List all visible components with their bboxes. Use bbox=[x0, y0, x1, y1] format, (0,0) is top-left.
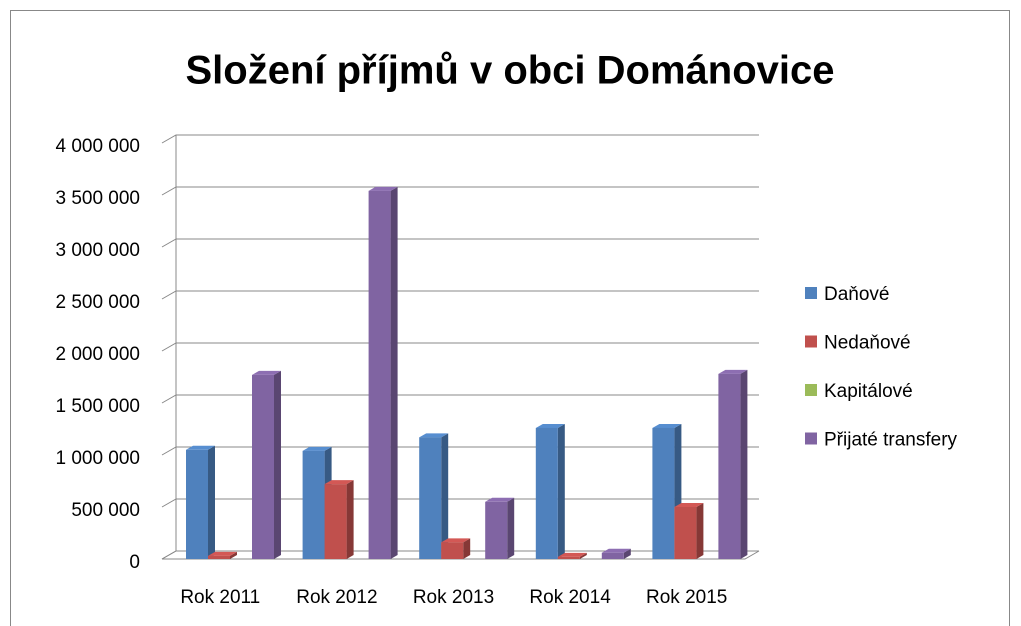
x-tick-label: Rok 2012 bbox=[296, 587, 377, 608]
x-tick-label: Rok 2014 bbox=[529, 587, 611, 608]
legend-label: Daňové bbox=[824, 284, 890, 305]
bar-top bbox=[674, 503, 704, 507]
bar-side bbox=[507, 497, 515, 559]
grid-line bbox=[161, 394, 759, 404]
y-tick-label: 1 500 000 bbox=[55, 396, 140, 417]
legend-swatch bbox=[805, 384, 817, 396]
y-tick-label: 1 000 000 bbox=[55, 448, 140, 469]
bar-side bbox=[623, 548, 631, 559]
bar-side bbox=[390, 186, 398, 559]
bar-top bbox=[441, 538, 471, 543]
bar-side bbox=[463, 538, 471, 559]
x-tick-label: Rok 2011 bbox=[180, 587, 260, 608]
bar bbox=[419, 437, 442, 559]
bar bbox=[485, 501, 508, 559]
bar bbox=[441, 542, 464, 559]
y-tick-label: 0 bbox=[129, 552, 140, 573]
legend-swatch bbox=[805, 335, 817, 348]
bar-side bbox=[740, 369, 748, 559]
grid-line bbox=[161, 134, 759, 144]
bar-side bbox=[696, 503, 704, 559]
bar-side bbox=[346, 480, 354, 559]
bar-top bbox=[485, 497, 515, 502]
bar-top bbox=[601, 548, 631, 553]
bar-top bbox=[252, 370, 281, 375]
grid-line bbox=[161, 290, 759, 300]
bar bbox=[601, 552, 624, 559]
bar-top bbox=[652, 423, 682, 428]
bar bbox=[252, 374, 274, 559]
chart-title: Složení příjmů v obci Dománovice bbox=[185, 49, 834, 93]
bar-top bbox=[302, 446, 332, 451]
bar bbox=[652, 427, 675, 559]
bar bbox=[324, 484, 347, 559]
bar-top bbox=[208, 551, 237, 556]
legend-label: Přijaté transfery bbox=[824, 430, 958, 451]
y-tick-label: 4 000 000 bbox=[55, 136, 140, 157]
legend-swatch bbox=[805, 287, 817, 299]
y-tick-label: 3 500 000 bbox=[55, 188, 140, 209]
y-tick-label: 500 000 bbox=[71, 500, 140, 521]
bar-top bbox=[186, 445, 215, 450]
legend-label: Nedaňové bbox=[824, 333, 911, 354]
bar-top bbox=[419, 433, 449, 438]
bar bbox=[302, 450, 325, 559]
bar-side bbox=[557, 423, 565, 559]
bar bbox=[186, 449, 208, 559]
bar-top bbox=[535, 423, 565, 428]
grid-line bbox=[161, 238, 759, 248]
bar bbox=[208, 555, 230, 559]
grid-line bbox=[161, 186, 759, 196]
x-tick-label: Rok 2015 bbox=[646, 587, 727, 608]
bar-top bbox=[557, 552, 587, 557]
bar bbox=[535, 427, 558, 559]
bar-side bbox=[579, 552, 587, 559]
y-tick-label: 3 000 000 bbox=[55, 240, 140, 261]
bar-side bbox=[230, 551, 237, 559]
bar-top bbox=[368, 186, 398, 191]
bar bbox=[718, 373, 741, 559]
y-tick-label: 2 000 000 bbox=[55, 344, 140, 365]
bar bbox=[674, 507, 697, 559]
bar-side bbox=[441, 433, 449, 559]
bar-top bbox=[324, 480, 354, 485]
bar-top bbox=[718, 369, 748, 374]
x-tick-label: Rok 2013 bbox=[413, 587, 494, 608]
floor bbox=[162, 550, 760, 560]
bar-side bbox=[274, 370, 281, 559]
bar-side bbox=[208, 445, 215, 559]
legend-label: Kapitálové bbox=[824, 381, 913, 402]
legend-swatch bbox=[805, 432, 817, 445]
grid-line bbox=[161, 342, 759, 352]
bar bbox=[368, 190, 391, 559]
bar bbox=[557, 556, 580, 559]
y-tick-label: 2 500 000 bbox=[55, 292, 140, 313]
